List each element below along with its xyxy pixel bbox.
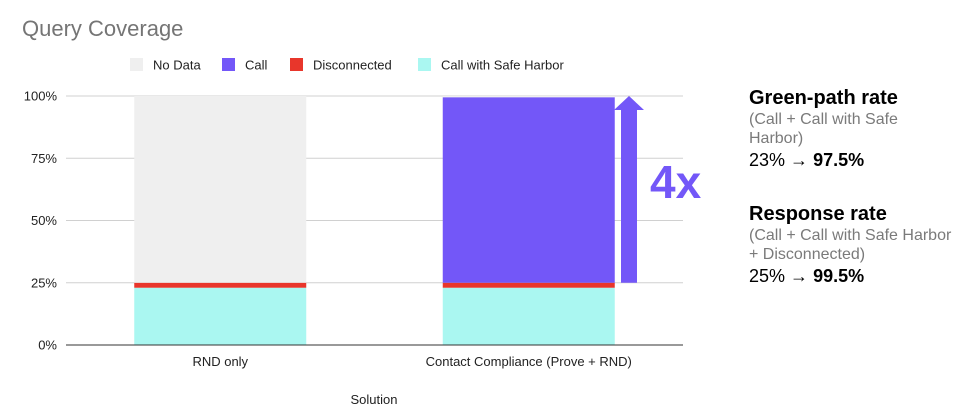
x-axis-ticks: RND only Contact Compliance (Prove + RND)	[192, 354, 631, 369]
bar-segment-call-with-safe-harbor	[442, 287, 615, 345]
metric-subtitle: (Call + Call with Safe Harbor)	[749, 111, 898, 147]
stacked-bar-chart: Query Coverage No Data Call Disconnected Ca…	[22, 16, 702, 407]
metric-rate: 23% → 97.5%	[749, 148, 954, 172]
arrow-right-icon: →	[790, 150, 809, 170]
y-axis-ticks: 0% 25% 50% 75% 100%	[24, 89, 58, 353]
legend-label: Call with Safe Harbor	[441, 58, 564, 73]
metric-to: 99.5%	[813, 266, 865, 286]
bars	[134, 96, 615, 345]
x-tick-label: RND only	[192, 354, 248, 369]
y-tick-label: 50%	[31, 213, 57, 228]
y-tick-label: 0%	[38, 338, 57, 353]
metric-subtitle: (Call + Call with Safe Harbor + Disconne…	[749, 227, 952, 263]
arrow-right-icon: →	[790, 266, 809, 286]
annotation-label: 4x	[650, 156, 702, 208]
y-tick-label: 75%	[31, 151, 57, 166]
metric-green-path: Green-path rate (Call + Call with Safe H…	[749, 86, 954, 172]
chart-title: Query Coverage	[22, 16, 183, 41]
legend-label: Disconnected	[313, 58, 392, 73]
metric-response-rate: Response rate (Call + Call with Safe Har…	[749, 202, 954, 288]
bar-segment-call-with-safe-harbor	[134, 287, 307, 345]
metric-from: 23%	[749, 150, 786, 170]
metric-title: Green-path rate	[749, 87, 898, 109]
y-tick-label: 25%	[31, 275, 57, 290]
bar-segment-no-data	[134, 96, 307, 283]
metric-to: 97.5%	[813, 150, 865, 170]
legend-swatch	[418, 58, 431, 71]
legend-label: Call	[245, 58, 268, 73]
legend-label: No Data	[153, 58, 201, 73]
metric-from: 25%	[749, 266, 786, 286]
growth-annotation: 4x	[614, 96, 702, 283]
up-arrow-icon	[614, 96, 644, 283]
x-axis-label: Solution	[351, 392, 398, 407]
legend-swatch	[130, 58, 143, 71]
y-tick-label: 100%	[24, 89, 58, 104]
metric-rate: 25% → 99.5%	[749, 264, 954, 288]
bar-segment-disconnected	[134, 282, 307, 288]
legend-swatch	[222, 58, 235, 71]
legend: No Data Call Disconnected Call with Safe Ha…	[130, 58, 564, 73]
bar-segment-disconnected	[442, 282, 615, 288]
legend-swatch	[290, 58, 303, 71]
bar-segment-call	[442, 97, 615, 283]
bar-segment-no-data	[442, 96, 615, 98]
x-tick-label: Contact Compliance (Prove + RND)	[426, 354, 632, 369]
metric-title: Response rate	[749, 203, 887, 225]
